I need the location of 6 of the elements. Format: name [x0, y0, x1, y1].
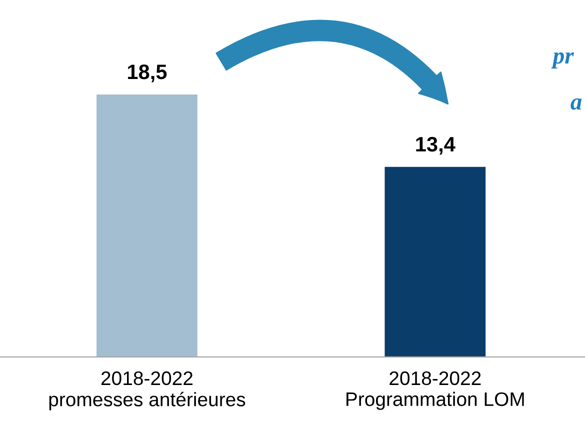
x-tick-label: 2018-2022 promesses antérieures: [49, 371, 246, 410]
annotation: a: [570, 98, 582, 110]
data-label: 18,5: [128, 64, 167, 82]
data-label: 13,4: [416, 136, 456, 155]
text: pr: [551, 52, 574, 69]
x-tick-label: 2018-2022 Programmation LOM: [346, 371, 524, 410]
